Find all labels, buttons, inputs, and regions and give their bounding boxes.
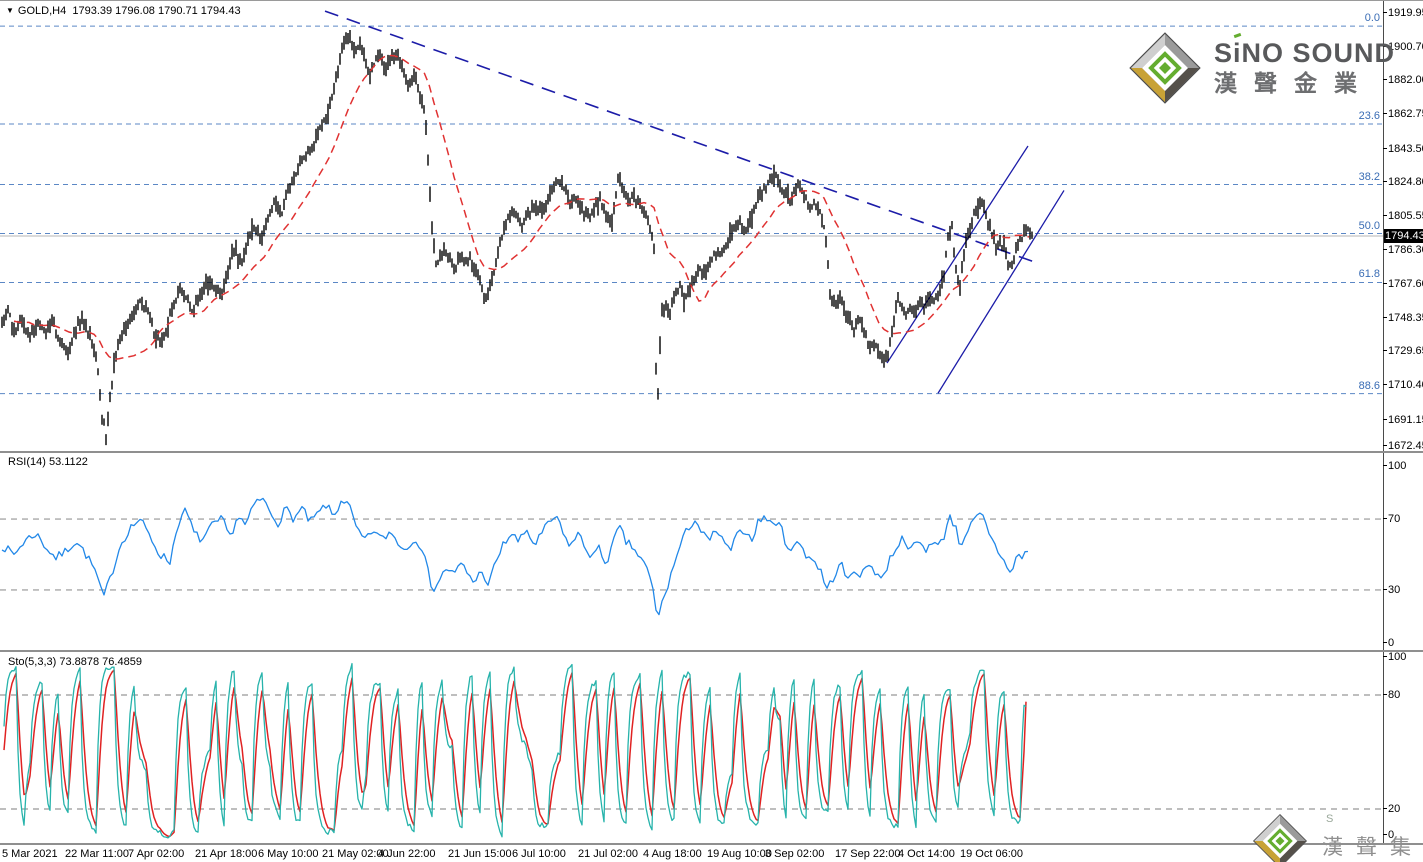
price-axis-label: 1900.70 <box>1383 41 1423 53</box>
date-axis-label: 5 Mar 2021 <box>2 848 58 860</box>
axis-tick <box>1383 215 1387 217</box>
legend-symbol: GOLD,H4 <box>17 5 67 17</box>
axis-tick <box>1383 445 1387 446</box>
brand-name: SiNO SOUND <box>1214 38 1396 68</box>
main-price-chart[interactable] <box>0 1 1384 451</box>
broker-logo: SiNO SOUND 漢聲金業 <box>1128 31 1395 105</box>
brand-name-chinese: 漢聲金業 <box>1214 70 1374 96</box>
panel-divider-sto-dates <box>0 843 1423 845</box>
date-axis-label: 21 Jun 15:00 <box>448 848 512 860</box>
date-axis-label: 22 Mar 11:00 <box>65 848 130 860</box>
watermark-chinese: 漢聲集團 <box>1322 836 1423 859</box>
axis-tick <box>1383 249 1387 251</box>
date-axis-label: 19 Aug 10:00 <box>707 848 772 860</box>
date-axis-label: 21 Apr 18:00 <box>195 848 258 860</box>
price-axis-label: 1672.45 <box>1383 440 1423 452</box>
stochastic-header: Sto(5,3,3) 73.8878 76.4859 <box>8 656 142 668</box>
fib-level-label: 88.6 <box>1358 379 1380 392</box>
price-axis-label: 1805.55 <box>1383 210 1423 222</box>
date-axis-label: 21 Jul 02:00 <box>578 848 638 860</box>
price-axis-label: 1862.75 <box>1383 108 1423 120</box>
fib-level-label: 23.6 <box>1358 109 1380 122</box>
axis-tick <box>1383 384 1387 386</box>
fib-level-label: 50.0 <box>1358 219 1380 232</box>
legend-collapse-arrow[interactable]: ▼ <box>6 6 14 15</box>
date-axis-label: 17 Sep 22:00 <box>835 848 901 860</box>
axis-tick <box>1383 180 1387 182</box>
axis-tick <box>1383 694 1387 695</box>
axis-tick <box>1383 316 1387 318</box>
sto-axis-label: 80 <box>1383 689 1400 701</box>
stochastic-indicator-chart[interactable] <box>0 653 1384 843</box>
price-axis-label: 1710.40 <box>1383 379 1423 391</box>
rsi-axis-label: 100 <box>1383 460 1406 472</box>
price-axis-label: 1919.95 <box>1383 7 1423 19</box>
diamond-watermark-icon <box>1252 813 1308 862</box>
axis-tick <box>1383 113 1387 115</box>
axis-tick <box>1383 282 1387 284</box>
sto-axis-label: 100 <box>1383 651 1406 663</box>
price-axis-label: 1824.80 <box>1383 176 1423 188</box>
date-axis-label: 7 Apr 02:00 <box>128 848 185 860</box>
axis-tick <box>1383 45 1387 47</box>
panel-divider-main-rsi[interactable] <box>0 451 1423 453</box>
axis-tick <box>1383 642 1387 643</box>
axis-tick <box>1383 808 1387 809</box>
diamond-logo-icon <box>1129 32 1201 104</box>
sto-axis-label: 20 <box>1383 803 1400 815</box>
axis-tick <box>1383 465 1387 466</box>
rsi-axis-label: 30 <box>1383 584 1400 596</box>
fib-level-label: 38.2 <box>1358 170 1380 183</box>
price-axis-label: 1767.60 <box>1383 278 1423 290</box>
date-axis-label: 3 Sep 02:00 <box>765 848 825 860</box>
price-axis-label: 1843.50 <box>1383 143 1423 155</box>
fib-level-label: 61.8 <box>1358 268 1380 281</box>
rsi-header: RSI(14) 53.1122 <box>8 456 88 468</box>
date-axis-label: 19 Oct 06:00 <box>960 848 1023 860</box>
rsi-axis-label: 70 <box>1383 513 1400 525</box>
sto-axis-label: 0 <box>1383 829 1394 841</box>
axis-tick <box>1383 79 1387 81</box>
price-axis-label: 1882.00 <box>1383 74 1423 86</box>
price-axis-label: 1729.65 <box>1383 345 1423 357</box>
rsi-indicator-chart[interactable] <box>0 453 1384 649</box>
axis-tick <box>1383 418 1387 420</box>
axis-tick <box>1383 834 1387 835</box>
price-axis-label: 1748.35 <box>1383 312 1423 324</box>
current-price-badge: 1794.43 <box>1384 228 1423 243</box>
date-axis-label: 4 Aug 18:00 <box>643 848 702 860</box>
date-axis-label: 4 Oct 14:00 <box>898 848 955 860</box>
date-axis-label: 6 May 10:00 <box>258 848 319 860</box>
axis-tick <box>1383 656 1387 657</box>
chart-legend: ▼ GOLD,H4 1793.39 1796.08 1790.71 1794.43 <box>6 5 241 17</box>
date-axis-label: 4 Jun 22:00 <box>378 848 436 860</box>
price-axis-label: 1691.15 <box>1383 414 1423 426</box>
panel-divider-rsi-sto[interactable] <box>0 650 1423 652</box>
date-axis-label: 6 Jul 10:00 <box>512 848 566 860</box>
price-axis-label: 1786.30 <box>1383 244 1423 256</box>
axis-tick <box>1383 518 1387 520</box>
axis-tick <box>1383 11 1387 13</box>
price-axis-line <box>1383 1 1384 844</box>
date-axis-label: 21 May 02:00 <box>322 848 389 860</box>
watermark-s-mark: S <box>1326 813 1334 825</box>
watermark-logo: S 漢聲集團 <box>1252 813 1423 862</box>
axis-tick <box>1383 147 1387 149</box>
fib-level-label: 0.0 <box>1364 12 1380 25</box>
axis-tick <box>1383 588 1387 590</box>
rsi-axis-label: 0 <box>1383 637 1394 649</box>
legend-ohlc-values: 1793.39 1796.08 1790.71 1794.43 <box>72 5 241 17</box>
axis-tick <box>1383 350 1387 352</box>
